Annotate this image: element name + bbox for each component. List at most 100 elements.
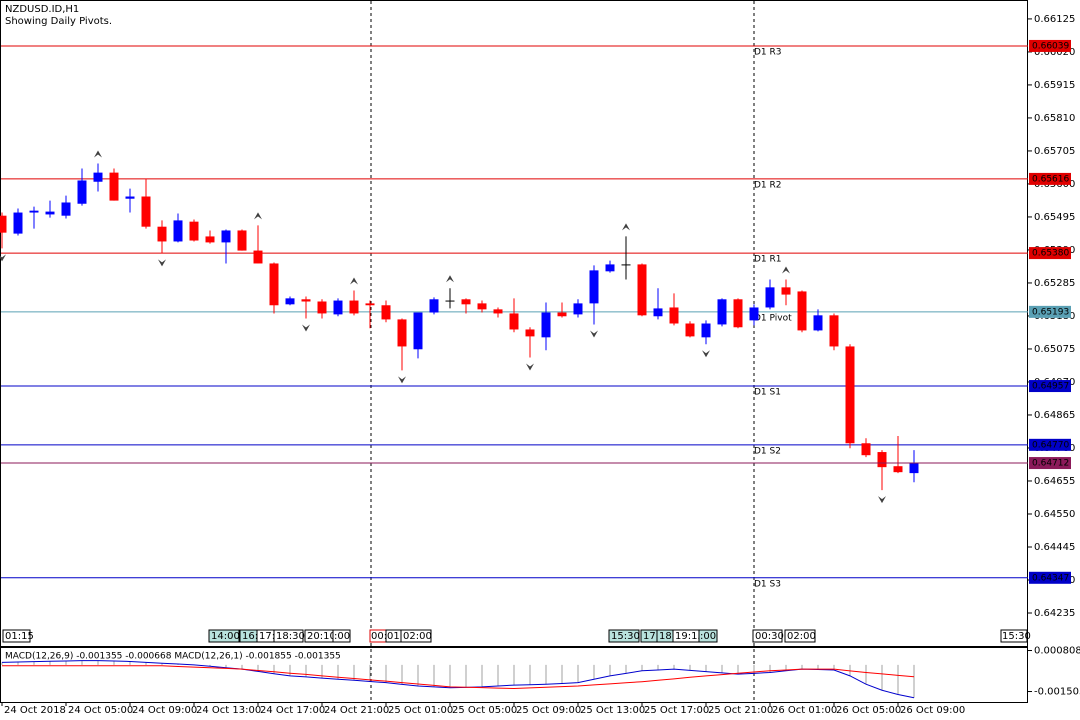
price-tag-text: 0.64347 — [1032, 573, 1069, 583]
candle-body — [605, 264, 615, 272]
fractal-down — [702, 350, 710, 358]
session-marker: 15:30 — [1000, 629, 1031, 643]
fractal-up — [94, 150, 102, 158]
candle-body — [429, 299, 439, 313]
price-tag-text: 0.65193 — [1032, 307, 1069, 317]
candle-body — [797, 291, 807, 331]
pivot-name: D1 S2 — [754, 446, 781, 456]
candle-body — [285, 298, 295, 305]
candle-body — [685, 323, 695, 337]
candle-body — [509, 313, 519, 330]
pivot-name: D1 R1 — [754, 255, 782, 265]
candle-body — [557, 312, 567, 317]
fractal-down — [158, 259, 166, 267]
y-tick-label: 0.65495 — [1034, 212, 1075, 223]
candle-body — [61, 202, 71, 216]
x-tick-label: 26 Oct 01:00 — [772, 705, 837, 716]
y-tick-label: 0.64445 — [1034, 542, 1075, 553]
candle-body — [253, 250, 263, 264]
last-price-tag: 0.64712 — [1029, 457, 1071, 470]
session-text: 02:00 — [787, 631, 816, 642]
candle-body — [205, 236, 215, 243]
session-marker: 17: — [640, 629, 659, 643]
price-tag-box — [1029, 305, 1071, 318]
session-text: 15:30 — [611, 631, 640, 642]
price-tag-box — [1029, 172, 1071, 185]
candle-body — [749, 307, 759, 321]
candle-body — [701, 323, 711, 338]
x-tick-label: 24 Oct 21:00 — [324, 705, 389, 716]
candle-body — [861, 443, 871, 456]
session-text: 16: — [242, 631, 258, 642]
y-tick-label: 0.64655 — [1034, 476, 1075, 487]
session-text: 17: — [259, 631, 275, 642]
candle-body — [237, 230, 247, 251]
candle-body — [493, 309, 503, 314]
candle-body — [717, 299, 727, 325]
price-tag-box — [1029, 39, 1071, 52]
session-marker: 18: — [656, 629, 675, 643]
session-marker: 02:00 — [400, 629, 432, 643]
price-tag-box — [1029, 438, 1071, 451]
candle-body — [621, 264, 631, 266]
candle-body — [573, 303, 583, 315]
y-tick-label: 0.65075 — [1034, 344, 1075, 355]
candle-body — [125, 196, 135, 199]
candle-body — [173, 220, 183, 242]
session-marker: 01:15 — [2, 629, 34, 643]
pivot-note: Showing Daily Pivots. — [5, 16, 112, 27]
y-tick-label: 0.65915 — [1034, 80, 1075, 91]
price-tag-box — [1029, 247, 1071, 260]
candle-body — [317, 301, 327, 314]
price-tag-box — [1029, 571, 1071, 584]
candle-body — [477, 303, 487, 310]
session-text: 01:15 — [5, 631, 34, 642]
candle-body — [45, 211, 55, 215]
session-text: 15:30 — [1002, 631, 1031, 642]
price-tag: 0.65616 — [1029, 172, 1071, 185]
x-tick-label: 26 Oct 05:00 — [836, 705, 901, 716]
last-price-text: 0.64712 — [1032, 459, 1069, 469]
fractal-down — [0, 254, 6, 262]
y-tick-label: 0.64550 — [1034, 509, 1075, 520]
candle-body — [189, 221, 199, 241]
session-marker: 00: — [369, 629, 387, 643]
macd-y-tick-label: -0.001503 — [1034, 687, 1080, 698]
session-text: 00:30 — [755, 631, 784, 642]
candle-body — [589, 270, 599, 304]
price-tag: 0.64957 — [1029, 380, 1071, 393]
session-marker: 20:10 — [304, 629, 336, 643]
session-text: 20:10 — [307, 631, 336, 642]
x-tick-label: 24 Oct 09:00 — [132, 705, 197, 716]
fractal-down — [302, 324, 310, 332]
price-tag-text: 0.66039 — [1032, 41, 1069, 51]
session-marker: 17: — [256, 629, 275, 643]
fractal-down — [398, 376, 406, 384]
fractal-up — [446, 275, 454, 283]
candle-body — [733, 299, 743, 328]
candle-body — [781, 287, 791, 295]
price-tag-text: 0.65616 — [1032, 174, 1069, 184]
candle-body — [397, 319, 407, 347]
candle-body — [461, 299, 471, 305]
candle-body — [109, 172, 119, 201]
price-tag: 0.64770 — [1029, 438, 1071, 451]
macd-label: MACD(12,26,9) -0.001355 -0.000668 MACD(1… — [5, 652, 341, 662]
x-tick-label: 25 Oct 17:00 — [644, 705, 709, 716]
fractal-up — [622, 223, 630, 231]
y-tick-label: 0.66125 — [1034, 14, 1075, 25]
candle-body — [525, 329, 535, 337]
candle-body — [829, 315, 839, 347]
candle-body — [77, 180, 87, 204]
candle-body — [13, 212, 23, 234]
session-text: 17: — [643, 631, 659, 642]
candle-body — [349, 300, 359, 314]
x-tick-label: 24 Oct 05:00 — [68, 705, 133, 716]
session-marker: 16: — [239, 629, 258, 643]
candle-body — [669, 307, 679, 324]
fractal-up — [782, 266, 790, 274]
y-tick-label: 0.64235 — [1034, 608, 1075, 619]
session-markers: 01:15 14:00 16: 17: 18:30 20:10 :00 00: … — [2, 629, 1031, 643]
y-tick-label: 0.65285 — [1034, 278, 1075, 289]
